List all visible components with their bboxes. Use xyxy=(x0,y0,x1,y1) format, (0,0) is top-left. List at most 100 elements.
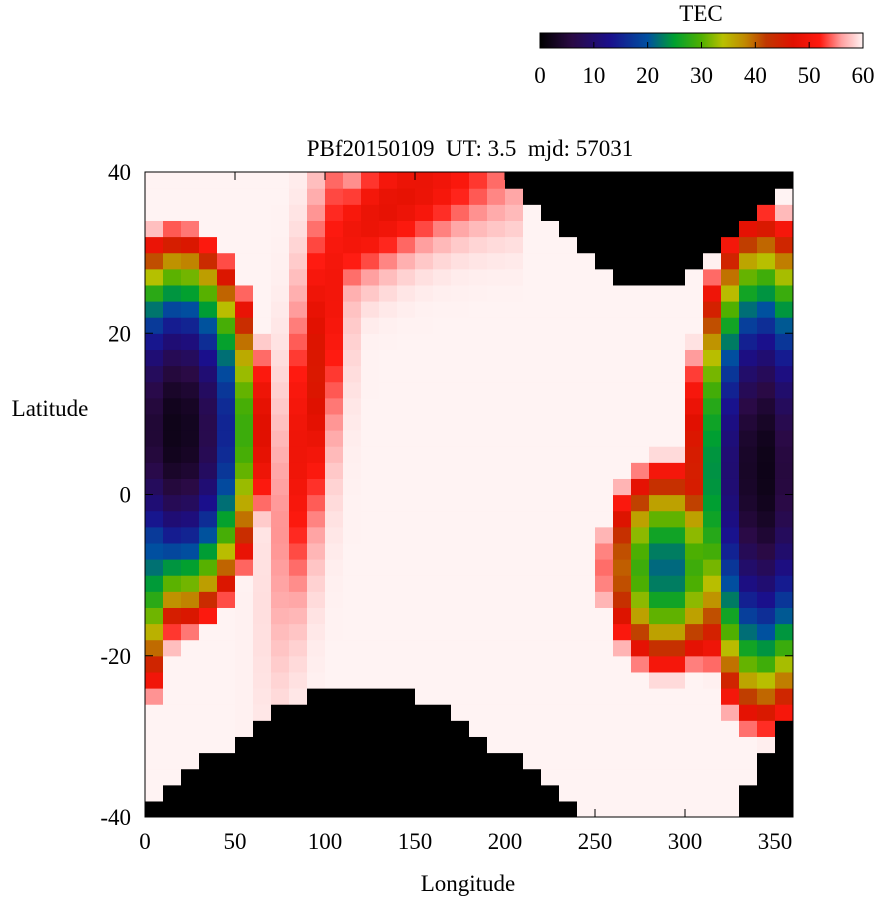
heatmap-cell xyxy=(451,510,470,528)
heatmap-cell xyxy=(595,720,614,737)
heatmap-cell xyxy=(577,188,596,205)
heatmap-cell xyxy=(289,236,308,254)
heatmap-cell xyxy=(487,349,506,367)
heatmap-cell xyxy=(649,623,668,641)
heatmap-cell xyxy=(487,623,506,641)
heatmap-cell xyxy=(631,575,650,592)
heatmap-cell xyxy=(289,381,308,399)
heatmap-cell xyxy=(289,204,308,221)
heatmap-cell xyxy=(451,526,470,544)
y-axis-label: Latitude xyxy=(12,396,89,421)
heatmap-cell xyxy=(217,768,236,786)
heatmap-cell xyxy=(379,526,398,544)
heatmap-cell xyxy=(469,446,488,463)
heatmap-cell xyxy=(613,655,632,673)
heatmap-cell xyxy=(199,510,218,528)
heatmap-cell xyxy=(181,478,200,496)
heatmap-cell xyxy=(415,349,434,367)
heatmap-cell xyxy=(631,397,650,415)
heatmap-cell xyxy=(163,397,182,415)
heatmap-cell xyxy=(433,752,452,770)
heatmap-cell xyxy=(325,784,344,802)
heatmap-cell xyxy=(271,688,290,705)
heatmap-cell xyxy=(433,413,452,431)
heatmap-cell xyxy=(271,252,290,270)
heatmap-cell xyxy=(667,349,686,367)
heatmap-cell xyxy=(289,413,308,431)
heatmap-cell xyxy=(703,671,722,689)
heatmap-cell xyxy=(487,768,506,786)
heatmap-cell xyxy=(253,559,272,576)
heatmap-cell xyxy=(739,333,758,350)
heatmap-cell xyxy=(379,559,398,576)
heatmap-cell xyxy=(217,268,236,286)
heatmap-cell xyxy=(631,268,650,286)
heatmap-cell xyxy=(541,639,560,657)
heatmap-cell xyxy=(649,301,668,318)
heatmap-cell xyxy=(487,720,506,737)
heatmap-cell xyxy=(325,413,344,431)
heatmap-cell xyxy=(523,381,542,399)
heatmap-cell xyxy=(631,752,650,770)
heatmap-cell xyxy=(649,542,668,560)
heatmap-cell xyxy=(505,365,524,383)
heatmap-cell xyxy=(343,365,362,383)
heatmap-cell xyxy=(397,784,416,802)
heatmap-cell xyxy=(649,607,668,625)
heatmap-cell xyxy=(757,252,776,270)
heatmap-cell xyxy=(739,349,758,367)
heatmap-cell xyxy=(217,752,236,770)
heatmap-cell xyxy=(235,639,254,657)
heatmap-cell xyxy=(235,559,254,576)
heatmap-cell xyxy=(595,591,614,608)
heatmap-cell xyxy=(163,559,182,576)
heatmap-cell xyxy=(613,333,632,350)
heatmap-cell xyxy=(757,381,776,399)
heatmap-cell xyxy=(199,430,218,447)
y-tick-label: 40 xyxy=(108,160,131,185)
heatmap-cell xyxy=(469,333,488,350)
heatmap-cell xyxy=(667,301,686,318)
heatmap-cell xyxy=(379,639,398,657)
heatmap-cell xyxy=(469,784,488,802)
heatmap-cell xyxy=(739,462,758,479)
heatmap-cell xyxy=(343,317,362,334)
heatmap-cell xyxy=(757,317,776,334)
heatmap-cell xyxy=(361,704,380,721)
heatmap-cell xyxy=(487,365,506,383)
heatmap-cell xyxy=(505,462,524,479)
heatmap-cell xyxy=(631,204,650,221)
heatmap-cell xyxy=(523,736,542,754)
heatmap-cell xyxy=(433,284,452,302)
heatmap-cell xyxy=(433,236,452,254)
heatmap-cell xyxy=(397,252,416,270)
heatmap-cell xyxy=(379,172,398,189)
heatmap-cell xyxy=(307,542,326,560)
heatmap-cell xyxy=(415,526,434,544)
heatmap-cell xyxy=(415,494,434,512)
heatmap-cell xyxy=(433,365,452,383)
heatmap-cell xyxy=(685,284,704,302)
heatmap-cell xyxy=(253,413,272,431)
heatmap-cell xyxy=(595,381,614,399)
heatmap-cell xyxy=(739,365,758,383)
heatmap-cell xyxy=(289,607,308,625)
heatmap-cell xyxy=(487,172,506,189)
heatmap-cell xyxy=(433,430,452,447)
heatmap-cell xyxy=(469,639,488,657)
heatmap-cell xyxy=(541,301,560,318)
heatmap-cell xyxy=(595,736,614,754)
heatmap-cell xyxy=(487,704,506,721)
heatmap-cell xyxy=(235,397,254,415)
heatmap-cell xyxy=(217,172,236,189)
heatmap-cell xyxy=(343,188,362,205)
heatmap-cell xyxy=(415,784,434,802)
heatmap-cell xyxy=(433,462,452,479)
heatmap-cell xyxy=(181,462,200,479)
heatmap-cell xyxy=(757,559,776,576)
heatmap-cell xyxy=(631,736,650,754)
heatmap-cell xyxy=(307,688,326,705)
heatmap-cell xyxy=(253,365,272,383)
heatmap-cell xyxy=(199,478,218,496)
heatmap-cell xyxy=(775,430,793,447)
